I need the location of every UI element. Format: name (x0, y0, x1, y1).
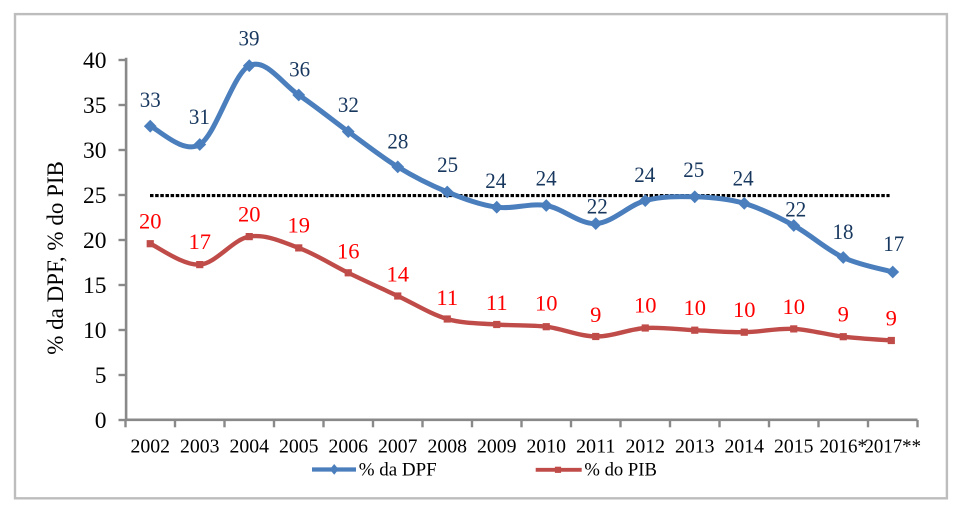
svg-text:9: 9 (886, 306, 897, 331)
svg-text:24: 24 (634, 162, 655, 187)
svg-text:5: 5 (95, 363, 107, 389)
svg-text:30: 30 (83, 138, 107, 164)
svg-text:25: 25 (437, 152, 458, 177)
svg-text:2006: 2006 (329, 435, 369, 457)
svg-text:2004: 2004 (230, 435, 270, 457)
svg-text:31: 31 (189, 104, 210, 129)
svg-text:2017**: 2017** (865, 435, 922, 457)
svg-text:2010: 2010 (527, 435, 567, 457)
svg-text:16: 16 (337, 239, 360, 264)
svg-text:40: 40 (83, 48, 107, 74)
svg-text:2007: 2007 (378, 435, 418, 457)
svg-text:2015: 2015 (774, 435, 814, 457)
svg-text:10: 10 (733, 297, 756, 322)
svg-text:2008: 2008 (428, 435, 468, 457)
svg-text:33: 33 (140, 87, 161, 112)
svg-text:0: 0 (95, 408, 107, 434)
svg-text:17: 17 (883, 231, 904, 256)
svg-text:22: 22 (587, 193, 608, 218)
svg-text:10: 10 (83, 318, 107, 344)
svg-text:% do PIB: % do PIB (584, 460, 657, 481)
svg-text:2009: 2009 (477, 435, 517, 457)
svg-text:10: 10 (684, 295, 707, 320)
svg-text:28: 28 (387, 129, 408, 154)
svg-text:% da DPF, % do PIB: % da DPF, % do PIB (43, 161, 68, 355)
svg-text:19: 19 (288, 213, 311, 238)
svg-text:39: 39 (239, 25, 260, 50)
svg-text:24: 24 (485, 168, 506, 193)
svg-text:18: 18 (833, 219, 854, 244)
svg-text:2005: 2005 (279, 435, 319, 457)
svg-text:32: 32 (338, 92, 359, 117)
svg-text:24: 24 (536, 166, 557, 191)
svg-text:2014: 2014 (725, 435, 765, 457)
svg-text:10: 10 (535, 290, 558, 315)
svg-text:2013: 2013 (675, 435, 715, 457)
svg-text:2002: 2002 (131, 435, 171, 457)
svg-text:10: 10 (634, 293, 657, 318)
svg-text:14: 14 (387, 262, 410, 287)
svg-text:10: 10 (783, 294, 806, 319)
svg-text:2012: 2012 (626, 435, 666, 457)
svg-text:11: 11 (436, 285, 458, 310)
svg-text:2016*: 2016* (820, 435, 868, 457)
svg-text:24: 24 (733, 166, 754, 191)
svg-text:35: 35 (83, 93, 107, 119)
svg-text:20: 20 (238, 202, 261, 227)
svg-text:2003: 2003 (180, 435, 220, 457)
svg-text:36: 36 (289, 56, 310, 81)
svg-text:11: 11 (486, 290, 508, 315)
svg-text:22: 22 (785, 196, 806, 221)
svg-text:17: 17 (189, 229, 212, 254)
svg-text:9: 9 (838, 302, 849, 327)
svg-text:25: 25 (683, 157, 704, 182)
svg-text:15: 15 (83, 273, 107, 299)
svg-text:% da DPF: % da DPF (359, 460, 437, 481)
svg-text:25: 25 (83, 183, 107, 209)
svg-text:20: 20 (83, 228, 107, 254)
svg-text:2011: 2011 (576, 435, 616, 457)
svg-text:20: 20 (139, 209, 162, 234)
svg-text:9: 9 (590, 302, 601, 327)
